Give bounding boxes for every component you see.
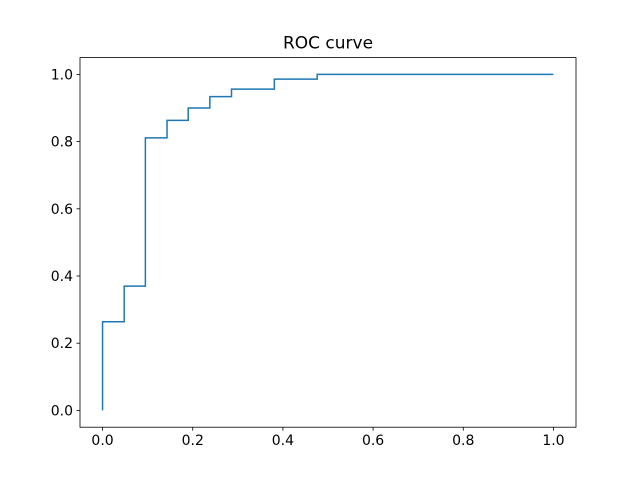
x-tick-label: 0.8	[452, 433, 474, 449]
y-tick-label: 0.2	[51, 336, 73, 352]
x-tick-label: 0.0	[91, 433, 113, 449]
roc-curve-line	[101, 73, 554, 411]
y-tick-label: 1.0	[51, 67, 73, 83]
y-tick-label: 0.0	[51, 403, 73, 419]
axes-frame	[79, 57, 577, 428]
y-tick-label: 0.4	[51, 269, 73, 285]
y-tick-label: 0.6	[51, 202, 73, 218]
x-tick-label: 0.4	[272, 433, 294, 449]
axes-layer: 0.0 0.2 0.4 0.6 0.8 1.0 0.0 0.2 0.4 0.6 0.8 1.0	[51, 57, 577, 449]
x-tick-label: 0.2	[182, 433, 204, 449]
chart-title: ROC curve	[283, 34, 373, 54]
x-tick-label: 1.0	[542, 433, 564, 449]
series-layer	[101, 73, 554, 411]
y-tick-label: 0.8	[51, 135, 73, 151]
x-tick-label: 0.6	[362, 433, 384, 449]
